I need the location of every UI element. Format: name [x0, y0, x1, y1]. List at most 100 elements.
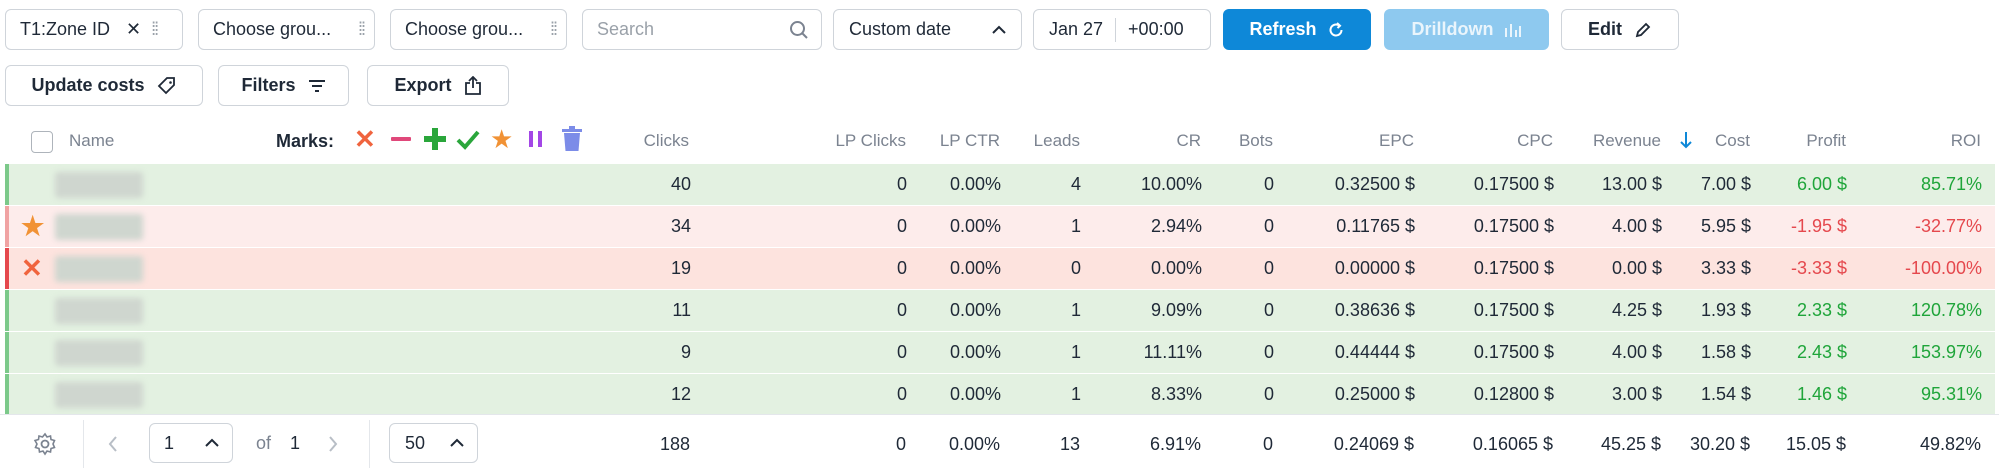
cell-revenue: 0.00 $	[1611, 258, 1662, 278]
table-row[interactable]: 9 0 0.00% 1 11.11% 0 0.44444 $ 0.17500 $ 4.00 $ 1…	[5, 332, 1995, 373]
grouping-select-3[interactable]: Choose grou... ⁞⁞	[390, 9, 567, 50]
column-header-cpc[interactable]: CPC	[1517, 131, 1553, 150]
mark-pause-icon[interactable]	[527, 126, 545, 152]
cell-lp-clicks: 0	[896, 300, 907, 320]
cell-profit: -3.33 $	[1790, 258, 1847, 278]
cell-lp-ctr: 0.00%	[949, 300, 1001, 320]
drag-handle-icon[interactable]: ⁞⁞	[151, 19, 159, 39]
column-header-lp-ctr[interactable]: LP CTR	[939, 131, 1000, 150]
drag-handle-icon[interactable]: ⁞⁞	[357, 19, 366, 39]
filters-label: Filters	[241, 75, 296, 95]
table-row[interactable]: 40 0 0.00% 4 10.00% 0 0.32500 $ 0.17500 $ 13.00 …	[5, 164, 1995, 205]
cell-leads: 1	[1070, 216, 1081, 236]
column-header-profit[interactable]: Profit	[1806, 131, 1846, 150]
edit-button[interactable]: Edit	[1561, 9, 1679, 50]
mark-minus-icon[interactable]	[390, 126, 412, 152]
page-number-value: 1	[164, 432, 175, 453]
cell-cpc: 0.17500 $	[1473, 342, 1554, 362]
update-costs-button[interactable]: Update costs	[5, 65, 203, 106]
column-header-name[interactable]: Name	[69, 131, 115, 150]
refresh-label: Refresh	[1249, 19, 1317, 39]
settings-gear-icon[interactable]	[33, 432, 57, 456]
table-row[interactable]: ✕ 19 0 0.00% 0 0.00% 0 0.00000 $ 0.17500 $ 0.00 $…	[5, 248, 1995, 289]
cell-clicks: 9	[680, 342, 691, 362]
cell-cost: 7.00 $	[1700, 174, 1751, 194]
cell-roi: -100.00%	[1904, 258, 1982, 278]
grouping-select-2[interactable]: Choose grou... ⁞⁞	[198, 9, 375, 50]
column-header-epc[interactable]: EPC	[1379, 131, 1414, 150]
column-header-bots[interactable]: Bots	[1238, 131, 1273, 150]
cell-profit: 6.00 $	[1796, 174, 1847, 194]
redacted-name	[55, 172, 143, 198]
date-range-select[interactable]: Custom date	[833, 9, 1022, 50]
redacted-name	[55, 298, 143, 324]
cell-bots: 0	[1263, 384, 1274, 404]
mark-trash-icon[interactable]	[561, 126, 583, 152]
cell-profit: 2.33 $	[1796, 300, 1847, 320]
cell-revenue: 4.25 $	[1611, 300, 1662, 320]
grouping-3-placeholder: Choose grou...	[405, 19, 524, 39]
drag-handle-icon[interactable]: ⁞⁞	[549, 19, 558, 39]
column-header-lp-clicks[interactable]: LP Clicks	[835, 131, 906, 150]
cell-lp-clicks: 0	[896, 174, 907, 194]
page-size-select[interactable]: 50	[389, 423, 478, 463]
total-bots: 0	[1262, 434, 1273, 454]
drilldown-button[interactable]: Drilldown	[1384, 9, 1549, 50]
date-picker[interactable]: Jan 27 +00:00	[1033, 9, 1211, 50]
cell-lp-ctr: 0.00%	[949, 216, 1001, 236]
total-lp-clicks: 0	[895, 434, 906, 454]
cell-cr: 10.00%	[1140, 174, 1202, 194]
page-size-value: 50	[405, 432, 426, 453]
cell-clicks: 12	[670, 384, 691, 404]
refresh-button[interactable]: Refresh	[1223, 9, 1371, 50]
date-range-value: Custom date	[849, 19, 952, 39]
prev-page-icon[interactable]	[107, 434, 119, 454]
tag-icon	[157, 76, 177, 96]
export-button[interactable]: Export	[367, 65, 509, 106]
divider	[369, 420, 370, 468]
cell-cpc: 0.17500 $	[1473, 216, 1554, 236]
select-all-checkbox[interactable]	[31, 131, 53, 153]
cell-leads: 4	[1070, 174, 1081, 194]
cell-cpc: 0.17500 $	[1473, 174, 1554, 194]
cell-revenue: 3.00 $	[1611, 384, 1662, 404]
cell-epc: 0.25000 $	[1334, 384, 1415, 404]
table-row[interactable]: 12 0 0.00% 1 8.33% 0 0.25000 $ 0.12800 $ 3.00 $ 1…	[5, 374, 1995, 415]
mark-check-icon[interactable]	[456, 126, 480, 152]
column-header-roi[interactable]: ROI	[1950, 131, 1981, 150]
cell-lp-clicks: 0	[896, 216, 907, 236]
reject-mark-icon: ✕	[21, 253, 43, 283]
cell-epc: 0.38636 $	[1334, 300, 1415, 320]
drilldown-label: Drilldown	[1411, 19, 1494, 39]
cell-lp-ctr: 0.00%	[949, 342, 1001, 362]
cell-cost: 3.33 $	[1700, 258, 1751, 278]
column-header-cost[interactable]: Cost	[1715, 131, 1750, 150]
refresh-icon	[1327, 21, 1345, 39]
cell-lp-ctr: 0.00%	[949, 384, 1001, 404]
cell-revenue: 4.00 $	[1611, 342, 1662, 362]
mark-reject-icon[interactable]: ✕	[354, 124, 376, 154]
cell-roi: 153.97%	[1910, 342, 1982, 362]
mark-star-icon[interactable]: ★	[490, 124, 514, 154]
table-row[interactable]: ★ 34 0 0.00% 1 2.94% 0 0.11765 $ 0.17500 $ 4.00 $…	[5, 206, 1995, 247]
cell-cr: 11.11%	[1143, 342, 1202, 362]
search-icon	[789, 20, 809, 40]
page-number-input[interactable]: 1	[149, 423, 233, 463]
column-header-clicks[interactable]: Clicks	[643, 131, 689, 150]
cell-roi: 85.71%	[1920, 174, 1982, 194]
mark-plus-icon[interactable]	[422, 126, 448, 152]
cell-lp-clicks: 0	[896, 384, 907, 404]
search-placeholder: Search	[597, 19, 655, 39]
column-header-revenue[interactable]: Revenue	[1592, 131, 1661, 150]
search-input[interactable]: Search	[582, 9, 822, 50]
column-header-leads[interactable]: Leads	[1033, 131, 1080, 150]
cell-clicks: 34	[670, 216, 691, 236]
table-row[interactable]: 11 0 0.00% 1 9.09% 0 0.38636 $ 0.17500 $ 4.25 $ 1…	[5, 290, 1995, 331]
cell-bots: 0	[1263, 300, 1274, 320]
filters-button[interactable]: Filters	[218, 65, 349, 106]
grouping-select-1[interactable]: T1:Zone ID ✕ ⁞⁞	[5, 9, 183, 50]
column-header-cr[interactable]: CR	[1176, 131, 1201, 150]
next-page-icon[interactable]	[327, 434, 339, 454]
clear-icon[interactable]: ✕	[126, 19, 142, 39]
total-revenue: 45.25 $	[1600, 434, 1661, 454]
